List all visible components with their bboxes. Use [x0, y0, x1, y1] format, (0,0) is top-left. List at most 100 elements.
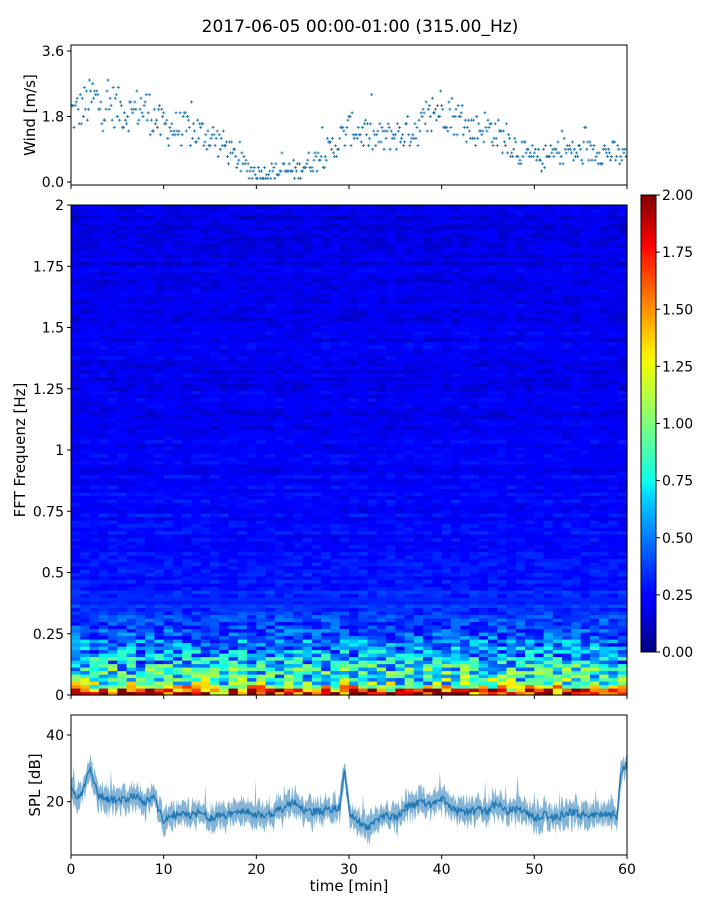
- heatmap-cell: [80, 565, 91, 570]
- heatmap-cell: [330, 649, 341, 654]
- heatmap-cell: [293, 684, 304, 689]
- heatmap-cell: [256, 541, 267, 546]
- heatmap-cell: [228, 446, 239, 451]
- heatmap-cell: [89, 688, 100, 693]
- heatmap-cell: [506, 614, 517, 619]
- heatmap-cell: [256, 453, 267, 458]
- heatmap-cell: [552, 600, 563, 605]
- heatmap-cell: [228, 565, 239, 570]
- heatmap-cell: [543, 436, 554, 441]
- heatmap-cell: [589, 635, 600, 640]
- heatmap-cell: [302, 660, 313, 665]
- heatmap-cell: [311, 548, 322, 553]
- heatmap-cell: [182, 453, 193, 458]
- heatmap-cell: [339, 572, 350, 577]
- wind-point: [237, 158, 241, 162]
- heatmap-cell: [525, 485, 535, 490]
- wind-point: [230, 140, 234, 144]
- heatmap-cell: [247, 555, 257, 560]
- heatmap-cell: [413, 537, 424, 542]
- heatmap-cell: [552, 436, 563, 441]
- heatmap-cell: [293, 544, 304, 549]
- heatmap-cell: [497, 646, 508, 651]
- heatmap-cell: [311, 688, 322, 693]
- heatmap-cell: [191, 674, 202, 679]
- heatmap-cell: [293, 516, 304, 521]
- heatmap-cell: [580, 628, 591, 633]
- heatmap-cell: [395, 488, 406, 493]
- heatmap-cell: [488, 663, 498, 668]
- heatmap-cell: [145, 611, 155, 616]
- heatmap-cell: [599, 649, 610, 654]
- heatmap-cell: [534, 670, 545, 675]
- heatmap-cell: [182, 677, 193, 682]
- wind-point: [349, 144, 353, 148]
- heatmap-cell: [311, 663, 322, 668]
- heatmap-cell: [191, 457, 202, 462]
- heatmap-cell: [302, 439, 313, 444]
- heatmap-cell: [562, 600, 572, 605]
- heatmap-cell: [311, 635, 322, 640]
- wind-point: [516, 155, 520, 159]
- heatmap-cell: [265, 614, 276, 619]
- heatmap-cell: [376, 600, 387, 605]
- heatmap-cell: [330, 551, 341, 556]
- heatmap-cell: [506, 548, 517, 553]
- heatmap-cell: [469, 509, 480, 514]
- heatmap-cell: [200, 478, 211, 483]
- heatmap-cell: [154, 677, 165, 682]
- heatmap-cell: [98, 537, 109, 542]
- heatmap-cell: [525, 569, 535, 574]
- heatmap-cell: [386, 513, 396, 518]
- heatmap-cell: [311, 481, 322, 486]
- heatmap-cell: [562, 541, 572, 546]
- wind-point: [530, 144, 534, 148]
- heatmap-cell: [534, 639, 545, 644]
- heatmap-cell: [552, 446, 563, 451]
- heatmap-cell: [552, 460, 563, 465]
- heatmap-cell: [182, 663, 193, 668]
- heatmap-cell: [386, 684, 396, 689]
- heatmap-cell: [367, 520, 378, 525]
- heatmap-cell: [525, 499, 535, 504]
- heatmap-cell: [135, 586, 146, 591]
- heatmap-cell: [617, 506, 628, 511]
- heatmap-cell: [182, 621, 193, 626]
- heatmap-cell: [200, 667, 211, 672]
- heatmap-cell: [163, 541, 174, 546]
- heatmap-cell: [395, 513, 406, 518]
- heatmap-cell: [98, 502, 109, 507]
- heatmap-cell: [71, 642, 81, 647]
- heatmap-cell: [210, 572, 220, 577]
- heatmap-cell: [89, 583, 100, 588]
- heatmap-cell: [247, 639, 257, 644]
- heatmap-cell: [89, 478, 100, 483]
- heatmap-cell: [247, 530, 257, 535]
- heatmap-cell: [228, 569, 239, 574]
- heatmap-cell: [98, 485, 109, 490]
- heatmap-cell: [228, 625, 239, 630]
- heatmap-cell: [515, 653, 526, 658]
- heatmap-cell: [256, 495, 267, 500]
- heatmap-cell: [237, 499, 248, 504]
- heatmap-cell: [525, 544, 535, 549]
- heatmap-cell: [200, 684, 211, 689]
- heatmap-cell: [562, 646, 572, 651]
- heatmap-cell: [210, 684, 220, 689]
- wind-point: [485, 129, 489, 133]
- heatmap-cell: [349, 467, 359, 472]
- heatmap-cell: [571, 653, 582, 658]
- heatmap-cell: [228, 544, 239, 549]
- heatmap-cell: [358, 621, 369, 626]
- wind-point: [227, 162, 231, 166]
- heatmap-cell: [191, 502, 202, 507]
- heatmap-cell: [108, 520, 118, 525]
- heatmap-cell: [117, 663, 128, 668]
- heatmap-cell: [302, 670, 313, 675]
- heatmap-cell: [497, 534, 508, 539]
- heatmap-cell: [469, 684, 480, 689]
- heatmap-cell: [488, 544, 498, 549]
- heatmap-cell: [497, 684, 508, 689]
- heatmap-cell: [210, 488, 220, 493]
- heatmap-cell: [460, 558, 471, 563]
